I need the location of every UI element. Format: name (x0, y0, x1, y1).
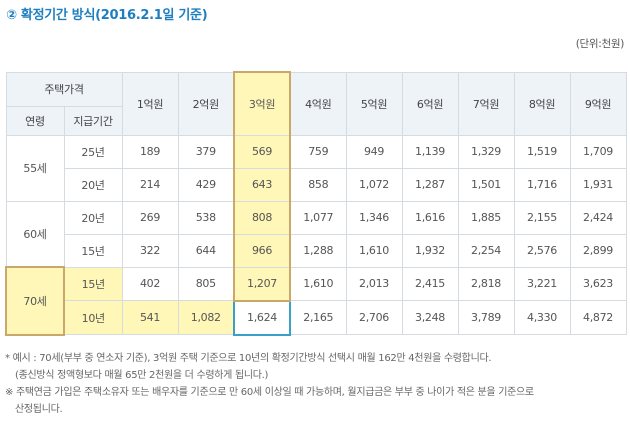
note-example: * 예시 : 70세(부부 중 연소자 기준), 3억원 주택 기준으로 10년… (5, 353, 492, 364)
value-cell: 759 (289, 134, 347, 169)
value-cell: 3,789 (457, 300, 515, 335)
period-cell: 10년 (63, 300, 123, 335)
value-cell: 541 (121, 300, 179, 335)
age-cell: 70세 (5, 266, 65, 336)
value-cell: 379 (177, 134, 235, 169)
section-title: ② 확정기간 방식(2016.2.1일 기준) (6, 8, 208, 23)
value-cell: 3,221 (513, 266, 571, 301)
header-house-price: 주택가격 (5, 71, 123, 107)
age-cell: 60세 (5, 200, 65, 268)
value-cell: 4,872 (569, 300, 627, 335)
value-cell: 1,519 (513, 134, 571, 169)
table-row: 70세 15년 402 805 1,207 1,610 2,013 2,415 … (5, 266, 627, 336)
value-cell: 538 (177, 200, 235, 235)
table-row: 20년 214 429 643 858 1,072 1,287 1,501 1,… (6, 167, 627, 202)
value-cell: 402 (121, 266, 179, 301)
value-cell-selected: 1,624 (233, 299, 291, 336)
value-cell: 966 (233, 233, 291, 268)
value-cell: 1,077 (289, 200, 347, 235)
value-cell: 2,013 (345, 266, 403, 301)
value-cell: 1,207 (233, 266, 291, 302)
value-cell: 322 (121, 233, 179, 268)
value-cell: 1,072 (345, 167, 403, 202)
period-cell: 20년 (63, 200, 123, 235)
value-cell: 3,623 (569, 266, 627, 301)
col-header-6: 6억원 (401, 71, 459, 136)
value-cell: 1,885 (457, 200, 515, 235)
col-header-8: 8억원 (513, 71, 571, 136)
header-age: 연령 (5, 105, 65, 136)
table-row: 10년 541 1,082 1,624 2,165 2,706 3,248 3,… (6, 299, 627, 336)
value-cell: 214 (121, 167, 179, 202)
value-cell: 2,254 (457, 233, 515, 268)
value-cell: 858 (289, 167, 347, 202)
value-cell: 2,818 (457, 266, 515, 301)
note-example-detail: (종신방식 정액형보다 매월 65만 2천원을 더 수령하게 됩니다.) (15, 370, 269, 381)
value-cell: 949 (345, 134, 403, 169)
value-cell: 1,610 (289, 266, 347, 301)
value-cell: 4,330 (513, 300, 571, 335)
value-cell: 2,415 (401, 266, 459, 301)
value-cell: 2,424 (569, 200, 627, 235)
unit-label: (단위:천원) (575, 38, 625, 50)
value-cell: 1,329 (457, 134, 515, 169)
value-cell: 2,165 (289, 300, 347, 335)
header-row-2: 연령 지급기간 (5, 105, 626, 136)
table-row: 15년 322 644 966 1,288 1,610 1,932 2,254 … (6, 233, 627, 268)
value-cell: 1,610 (345, 233, 403, 268)
period-cell: 20년 (63, 167, 123, 202)
value-cell: 2,706 (345, 300, 403, 335)
pension-table: 주택가격 1억원 2억원 3억원 4억원 5억원 6억원 7억원 8억원 9억원… (5, 71, 627, 336)
value-cell: 1,287 (401, 167, 459, 202)
header-period: 지급기간 (63, 105, 123, 136)
value-cell: 1,932 (401, 233, 459, 268)
value-cell: 2,155 (513, 200, 571, 235)
col-header-7: 7억원 (457, 71, 515, 136)
value-cell: 1,139 (401, 134, 459, 169)
value-cell: 805 (177, 266, 235, 301)
value-cell: 1,346 (345, 200, 403, 235)
value-cell: 644 (177, 233, 235, 268)
value-cell: 3,248 (401, 300, 459, 335)
period-cell: 15년 (63, 233, 123, 268)
value-cell: 269 (121, 200, 179, 235)
note-eligibility-cont: 산정됩니다. (15, 404, 63, 415)
value-cell: 189 (121, 134, 179, 169)
col-header-5: 5억원 (345, 71, 403, 136)
col-header-9: 9억원 (569, 71, 627, 136)
age-cell: 55세 (5, 134, 65, 202)
table-row: 55세 25년 189 379 569 759 949 1,139 1,329 … (5, 134, 627, 202)
value-cell: 808 (233, 200, 291, 235)
table-row: 60세 20년 269 538 808 1,077 1,346 1,616 1,… (5, 200, 627, 268)
header-row-1: 주택가격 1억원 2억원 3억원 4억원 5억원 6억원 7억원 8억원 9억원 (5, 71, 627, 136)
value-cell: 1,501 (457, 167, 515, 202)
notes: * 예시 : 70세(부부 중 연소자 기준), 3억원 주택 기준으로 10년… (5, 350, 627, 418)
value-cell: 1,288 (289, 233, 347, 268)
value-cell: 643 (233, 167, 291, 202)
value-cell: 1,931 (569, 167, 627, 202)
col-header-1: 1억원 (121, 71, 179, 136)
value-cell: 2,576 (513, 233, 571, 268)
value-cell: 1,082 (177, 300, 235, 335)
col-header-2: 2억원 (177, 71, 235, 136)
value-cell: 1,616 (401, 200, 459, 235)
col-header-4: 4억원 (289, 71, 347, 136)
value-cell: 429 (177, 167, 235, 202)
value-cell: 2,899 (569, 233, 627, 268)
col-header-3: 3억원 (233, 71, 291, 136)
value-cell: 1,716 (513, 167, 571, 202)
value-cell: 1,709 (569, 134, 627, 169)
note-eligibility: ※ 주택연금 가입은 주택소유자 또는 배우자를 기준으로 만 60세 이상일 … (5, 387, 534, 398)
value-cell: 569 (233, 134, 291, 169)
period-cell: 15년 (63, 266, 123, 301)
period-cell: 25년 (63, 134, 123, 169)
